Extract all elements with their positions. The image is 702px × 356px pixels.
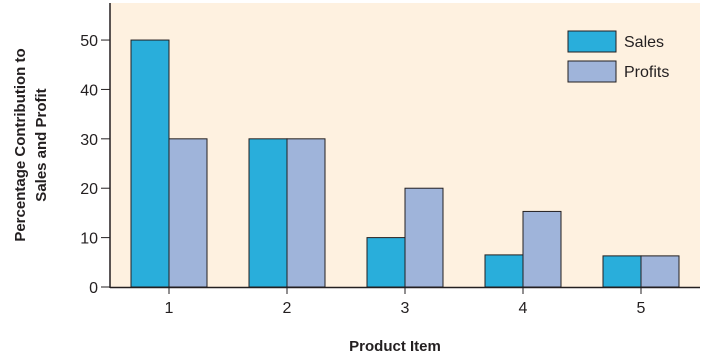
y-tick-label: 50 <box>80 33 98 50</box>
bar-sales-2 <box>248 138 288 288</box>
x-tick-label: 3 <box>401 300 410 317</box>
y-tick-label: 0 <box>89 280 98 297</box>
y-axis-title-line: Sales and Profit <box>33 88 50 201</box>
bar-profits-2 <box>286 138 326 288</box>
bar-sales-1 <box>130 39 170 288</box>
y-axis: 0 10 20 30 40 50 <box>80 3 111 297</box>
x-axis: 1 2 3 4 5 <box>110 286 700 317</box>
x-tick-label: 5 <box>637 300 646 317</box>
bar-profits-1 <box>168 138 208 288</box>
legend-swatch-profits <box>567 60 617 83</box>
legend: Sales Profits <box>567 30 669 83</box>
legend-swatch-sales <box>567 30 617 53</box>
x-tick-label: 4 <box>519 300 528 317</box>
y-tick-label: 30 <box>80 132 98 149</box>
y-axis-title-line: Percentage Contribution to <box>12 48 29 241</box>
bar-profits-3 <box>404 187 444 288</box>
y-tick-label: 10 <box>80 231 98 248</box>
y-tick-label: 20 <box>80 181 98 198</box>
bars-group <box>130 39 680 288</box>
x-tick-label: 1 <box>165 300 174 317</box>
bar-sales-5 <box>602 255 642 288</box>
y-tick-label: 40 <box>80 82 98 99</box>
bar-profits-5 <box>640 255 680 288</box>
legend-label-profits: Profits <box>624 64 669 81</box>
y-axis-title: Percentage Contribution to Sales and Prof… <box>12 48 50 241</box>
bar-sales-4 <box>484 254 524 288</box>
legend-label-sales: Sales <box>624 34 664 51</box>
bar-sales-3 <box>366 237 406 288</box>
x-tick-label: 2 <box>283 300 292 317</box>
x-axis-title: Product Item <box>349 338 441 355</box>
bar-profits-4 <box>522 210 562 288</box>
